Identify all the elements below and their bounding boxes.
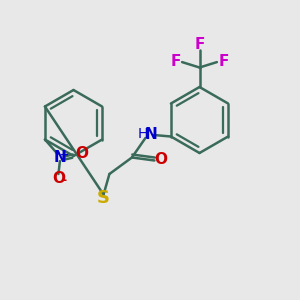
- Text: F: F: [170, 54, 181, 69]
- Text: F: F: [218, 54, 229, 69]
- Text: +: +: [60, 149, 69, 160]
- Text: H: H: [138, 128, 148, 141]
- Text: O: O: [154, 152, 167, 166]
- Text: O: O: [75, 146, 88, 161]
- Text: N: N: [145, 127, 158, 142]
- Text: N: N: [53, 150, 66, 165]
- Text: S: S: [97, 189, 110, 207]
- Text: -: -: [61, 174, 66, 187]
- Text: O: O: [52, 171, 65, 186]
- Text: F: F: [194, 37, 205, 52]
